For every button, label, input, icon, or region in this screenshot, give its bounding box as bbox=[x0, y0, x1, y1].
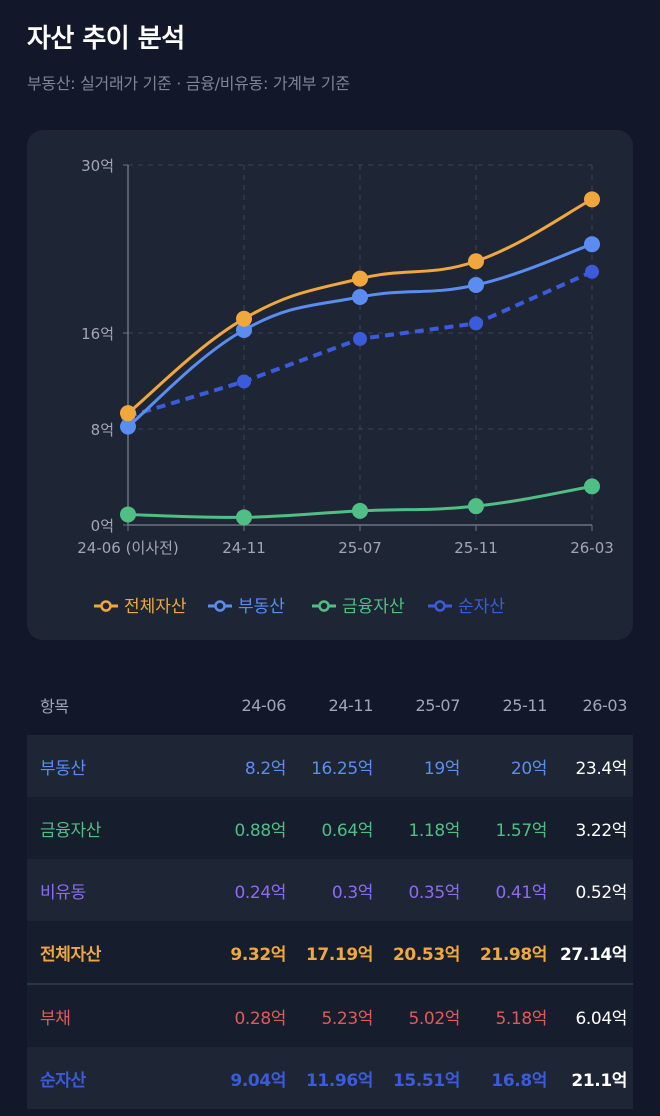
data-point bbox=[468, 253, 484, 270]
table-cell: 0.35억 bbox=[408, 882, 461, 903]
data-point bbox=[120, 405, 136, 422]
column-header: 25-11 bbox=[502, 695, 548, 715]
data-point bbox=[584, 478, 600, 495]
data-point bbox=[236, 310, 252, 327]
asset-trend-chart: 0억 8억 16억 30억 24-06 (이사전) 24-11 25-07 25-11 26-0… bbox=[77, 157, 614, 617]
legend-item: 순자산 bbox=[428, 597, 505, 617]
table-cell: 5.18억 bbox=[495, 1008, 548, 1029]
table-cell: 17.19억 bbox=[305, 944, 373, 965]
row-label: 전체자산 bbox=[40, 944, 101, 965]
data-point bbox=[353, 331, 367, 346]
table-cell: 0.41억 bbox=[495, 882, 548, 903]
page-subtitle: 부동산: 실거래가 기준 · 금융/비유동: 가계부 기준 bbox=[27, 74, 350, 93]
page-title: 자산 추이 분석 bbox=[27, 24, 185, 54]
data-point bbox=[236, 509, 252, 526]
data-point bbox=[585, 264, 599, 279]
table-cell: 0.28억 bbox=[234, 1008, 287, 1029]
table-row: 부채 0.28억 5.23억 5.02억 5.18억 6.04억 bbox=[27, 983, 633, 1047]
table-cell: 20억 bbox=[510, 758, 547, 779]
data-point bbox=[236, 322, 252, 338]
table-row: 금융자산 0.88억 0.64억 1.18억 1.57억 3.22억 bbox=[27, 797, 633, 859]
table-cell: 21.1억 bbox=[571, 1070, 627, 1091]
table-cell: 0.64억 bbox=[321, 820, 374, 841]
table-cell: 9.32억 bbox=[230, 944, 286, 965]
series-2 bbox=[120, 478, 600, 526]
table-cell: 3.22억 bbox=[575, 820, 628, 841]
legend-item: 전체자산 bbox=[94, 597, 187, 617]
column-header: 24-11 bbox=[328, 695, 374, 715]
data-point bbox=[352, 502, 368, 519]
x-tick-label: 25-07 bbox=[338, 539, 382, 557]
series-0 bbox=[120, 191, 600, 422]
asset-table: 항목 24-06 24-11 25-07 25-11 26-03 부동산 8.2억 16.25억… bbox=[27, 680, 633, 1109]
data-point bbox=[120, 418, 136, 435]
table-row: 순자산 9.04억 11.96억 15.51억 16.8억 21.1억 bbox=[27, 1047, 633, 1109]
data-point bbox=[468, 498, 484, 515]
series-1 bbox=[120, 236, 600, 435]
y-tick-label: 30억 bbox=[81, 157, 114, 175]
table-row: 부동산 8.2억 16.25억 19억 20억 23.4억 bbox=[27, 735, 633, 797]
x-tick-label: 24-06 (이사전) bbox=[77, 539, 178, 557]
data-point bbox=[584, 191, 600, 208]
table-cell: 20.53억 bbox=[392, 944, 460, 965]
row-label: 금융자산 bbox=[40, 820, 101, 841]
legend-marker-icon bbox=[434, 600, 446, 612]
legend-label: 전체자산 bbox=[124, 597, 187, 617]
table-cell: 0.24억 bbox=[234, 882, 287, 903]
row-label: 부동산 bbox=[40, 758, 86, 779]
table-cell: 15.51억 bbox=[392, 1070, 460, 1091]
table-cell: 5.23억 bbox=[321, 1008, 374, 1029]
legend-item: 부동산 bbox=[208, 597, 285, 617]
table-cell: 1.57억 bbox=[495, 820, 548, 841]
table-cell: 1.18억 bbox=[408, 820, 461, 841]
table-cell: 0.88억 bbox=[234, 820, 287, 841]
legend-marker-icon bbox=[318, 600, 330, 612]
legend-marker-icon bbox=[100, 600, 112, 612]
legend-label: 부동산 bbox=[238, 597, 285, 617]
column-header: 항목 bbox=[40, 697, 69, 716]
column-header: 25-07 bbox=[415, 695, 461, 715]
table-cell: 27.14억 bbox=[559, 944, 627, 965]
table-cell: 6.04억 bbox=[575, 1008, 628, 1029]
data-point bbox=[237, 374, 251, 389]
x-tick-label: 26-03 bbox=[570, 539, 614, 557]
y-tick-label: 16억 bbox=[81, 325, 114, 343]
table-cell: 5.02억 bbox=[408, 1008, 461, 1029]
table-cell: 0.52억 bbox=[575, 882, 628, 903]
data-point bbox=[468, 277, 484, 293]
data-point bbox=[584, 236, 600, 253]
legend-label: 금융자산 bbox=[342, 597, 405, 617]
table-header-row: 항목 24-06 24-11 25-07 25-11 26-03 bbox=[27, 680, 633, 730]
column-header: 26-03 bbox=[582, 695, 628, 715]
table-cell: 11.96억 bbox=[305, 1070, 373, 1091]
table-row: 비유동 0.24억 0.3억 0.35억 0.41억 0.52억 bbox=[27, 859, 633, 921]
data-point bbox=[352, 289, 368, 305]
legend-marker-icon bbox=[214, 600, 226, 612]
x-tick-label: 25-11 bbox=[454, 539, 498, 557]
table-cell: 16.8억 bbox=[491, 1070, 547, 1091]
column-header: 24-06 bbox=[241, 695, 287, 715]
table-cell: 23.4억 bbox=[575, 758, 628, 779]
table-cell: 21.98억 bbox=[479, 944, 547, 965]
y-tick-label: 0억 bbox=[91, 517, 114, 535]
y-tick-label: 8억 bbox=[91, 421, 114, 439]
chart-card: 0억 8억 16억 30억 24-06 (이사전) 24-11 25-07 25-11 26-0… bbox=[27, 130, 633, 640]
legend-label: 순자산 bbox=[458, 597, 505, 617]
table-cell: 0.3억 bbox=[331, 882, 373, 903]
data-point bbox=[120, 506, 136, 523]
data-point bbox=[469, 316, 483, 331]
table-row: 전체자산 9.32억 17.19억 20.53억 21.98억 27.14억 bbox=[27, 921, 633, 983]
legend-item: 금융자산 bbox=[312, 597, 405, 617]
table-cell: 8.2억 bbox=[244, 758, 286, 779]
table-cell: 19억 bbox=[423, 758, 460, 779]
row-label: 부채 bbox=[40, 1008, 71, 1029]
data-point bbox=[352, 270, 368, 287]
row-label: 비유동 bbox=[40, 882, 86, 903]
table-cell: 9.04억 bbox=[230, 1070, 286, 1091]
x-tick-label: 24-11 bbox=[222, 539, 266, 557]
row-label: 순자산 bbox=[40, 1070, 86, 1091]
table-cell: 16.25억 bbox=[311, 758, 373, 779]
